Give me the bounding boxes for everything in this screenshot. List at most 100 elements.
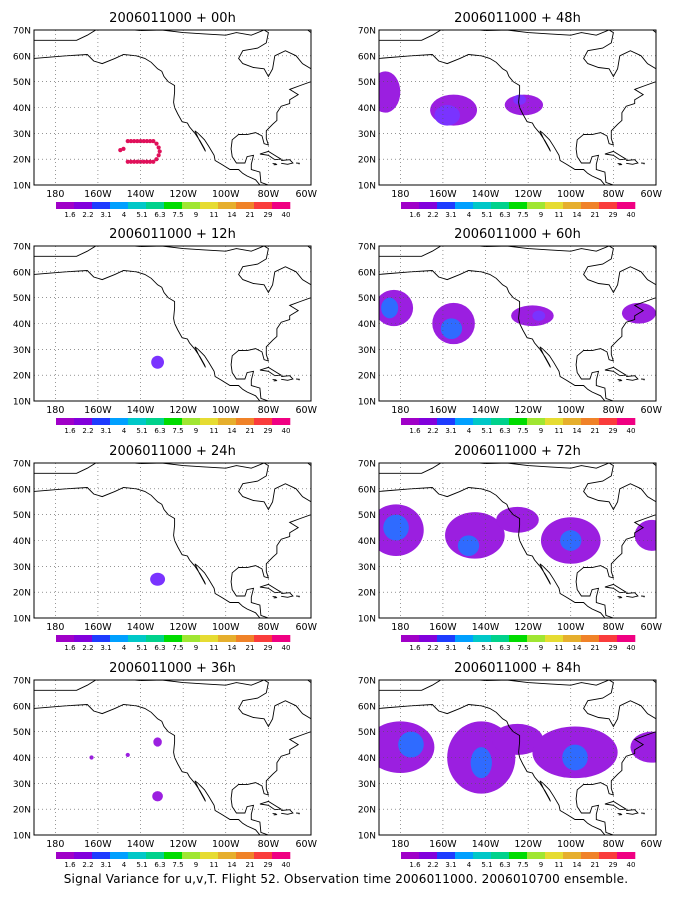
observation-point: [132, 159, 137, 164]
colorbar-swatch: [581, 202, 600, 209]
coastline: [34, 30, 311, 185]
colorbar-swatch: [272, 202, 291, 209]
colorbar-swatch: [599, 418, 618, 425]
colorbar-swatch: [527, 852, 546, 859]
lon-tick-label: 80W: [258, 622, 280, 633]
colorbar-swatch: [146, 635, 165, 642]
coastline: [307, 463, 311, 467]
colorbar-swatch: [272, 852, 291, 859]
colorbar-swatch: [110, 202, 129, 209]
colorbar-label: 21: [246, 861, 255, 869]
lon-tick-label: 100W: [212, 189, 240, 200]
colorbar-label: 21: [591, 427, 600, 435]
lat-tick-label: 40N: [358, 104, 376, 114]
colorbar-swatch: [509, 418, 528, 425]
coastline: [296, 812, 300, 815]
colorbar-swatch: [563, 852, 582, 859]
variance-contour: [440, 318, 463, 339]
observation-point: [156, 153, 161, 158]
lat-tick-label: 20N: [358, 372, 376, 382]
colorbar-swatch: [200, 418, 219, 425]
lat-tick-label: 60N: [358, 52, 376, 62]
colorbar-label: 21: [246, 427, 255, 435]
coastline: [379, 704, 606, 835]
colorbar-label: 3.1: [100, 427, 111, 435]
colorbar-label: 5.1: [481, 644, 492, 652]
colorbar-label: 9: [194, 427, 198, 435]
variance-contour: [383, 514, 409, 541]
colorbar-swatch: [254, 418, 273, 425]
lon-tick-label: 180: [391, 622, 409, 633]
lat-tick-label: 30N: [358, 780, 376, 790]
coastline: [34, 487, 261, 618]
colorbar-label: 9: [539, 211, 543, 219]
lon-tick-label: 160W: [429, 839, 457, 850]
colorbar-swatch: [164, 418, 183, 425]
lat-tick-label: 60N: [358, 702, 376, 712]
colorbar-label: 2.2: [82, 861, 93, 869]
colorbar-swatch: [92, 418, 111, 425]
colorbar-swatch: [473, 635, 492, 642]
lon-tick-label: 140W: [127, 405, 155, 416]
coastline: [34, 463, 311, 618]
colorbar-label: 14: [573, 427, 582, 435]
variance-contour: [496, 506, 539, 533]
colorbar-label: 1.6: [64, 211, 76, 219]
lon-tick-label: 80W: [603, 189, 625, 200]
colorbar-label: 11: [210, 427, 219, 435]
lon-tick-label: 80W: [603, 839, 625, 850]
colorbar-label: 14: [573, 861, 582, 869]
colorbar-label: 2.2: [427, 644, 438, 652]
lon-tick-label: 100W: [212, 405, 240, 416]
coastline: [281, 159, 294, 165]
observation-point: [154, 157, 159, 162]
lat-tick-label: 70N: [13, 27, 31, 37]
colorbar-swatch: [128, 202, 147, 209]
colorbar-label: 1.6: [409, 861, 421, 869]
colorbar-swatch: [437, 852, 456, 859]
map-content: [34, 30, 311, 185]
colorbar-swatch: [455, 852, 474, 859]
colorbar-label: 5.1: [136, 427, 147, 435]
lat-tick-label: 50N: [358, 728, 376, 738]
colorbar-swatch: [599, 202, 618, 209]
colorbar-swatch: [545, 202, 564, 209]
colorbar-swatch: [56, 418, 75, 425]
variance-contour: [381, 297, 399, 319]
colorbar-label: 29: [609, 861, 618, 869]
observation-point: [135, 138, 140, 144]
colorbar-label: 6.3: [154, 861, 165, 869]
coastline: [307, 30, 311, 34]
colorbar-swatch: [545, 852, 564, 859]
variance-contour: [630, 731, 656, 763]
panel-title: 2006011000 + 12h: [109, 227, 236, 242]
observation-point: [144, 159, 150, 164]
lon-tick-label: 60W: [296, 622, 318, 633]
lat-tick-label: 20N: [13, 372, 31, 382]
colorbar-swatch: [110, 418, 129, 425]
colorbar-swatch: [491, 418, 510, 425]
coastline: [296, 378, 300, 381]
coastline: [379, 487, 606, 618]
colorbar-swatch: [92, 852, 111, 859]
colorbar-swatch: [527, 202, 546, 209]
coastline: [652, 680, 656, 684]
lon-tick-label: 120W: [514, 839, 542, 850]
colorbar-label: 3.1: [445, 211, 456, 219]
colorbar-swatch: [182, 852, 201, 859]
colorbar-swatch: [164, 202, 183, 209]
panel-title: 2006011000 + 48h: [454, 11, 581, 26]
colorbar-label: 3.1: [100, 861, 111, 869]
colorbar-label: 14: [228, 644, 237, 652]
colorbar-label: 40: [627, 861, 636, 869]
coastline: [34, 704, 261, 835]
colorbar-label: 3.1: [100, 211, 111, 219]
lat-tick-label: 70N: [358, 243, 376, 253]
panel-title: 2006011000 + 72h: [454, 444, 581, 459]
lat-tick-label: 60N: [13, 268, 31, 278]
lon-tick-label: 100W: [212, 622, 240, 633]
coastline: [652, 246, 656, 250]
colorbar-swatch: [617, 418, 636, 425]
lat-tick-label: 30N: [358, 130, 376, 140]
lon-tick-label: 100W: [557, 622, 585, 633]
